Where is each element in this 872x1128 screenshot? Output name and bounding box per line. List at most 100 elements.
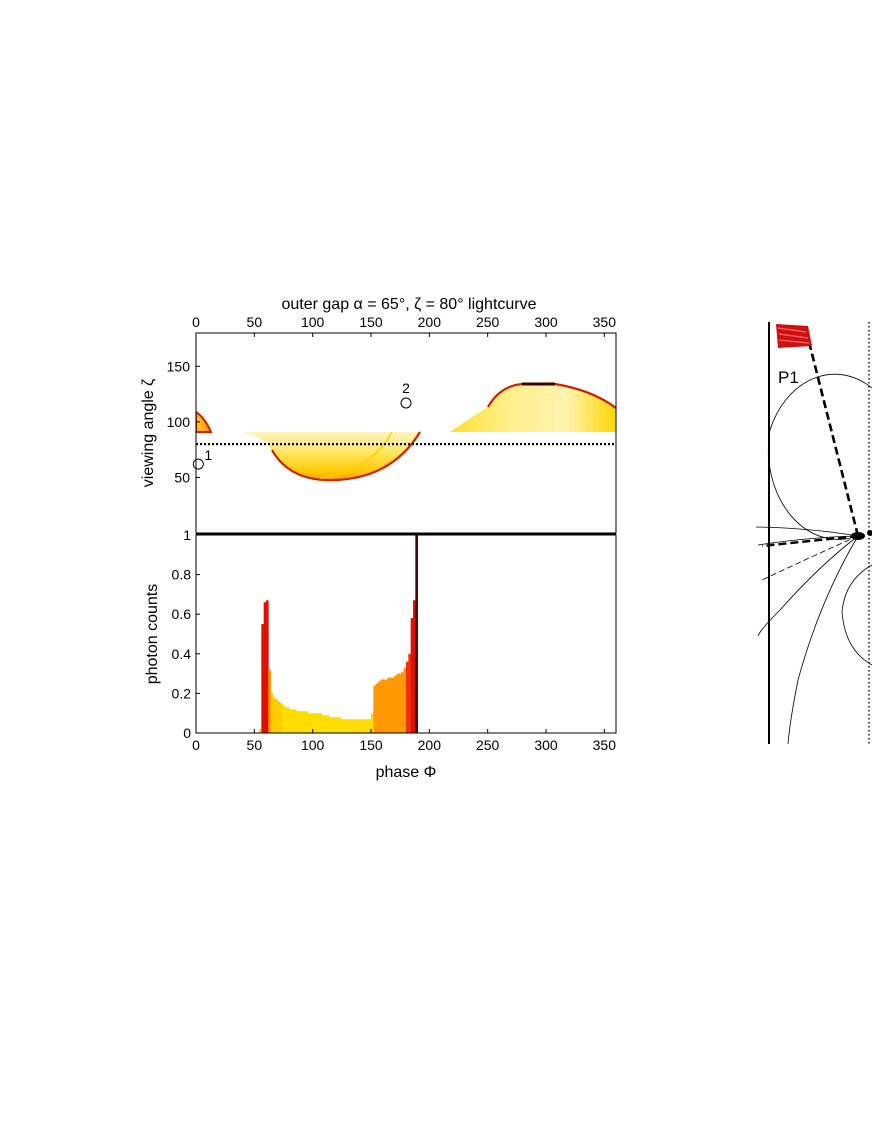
bar-50	[375, 683, 379, 733]
field-line-5	[787, 535, 859, 745]
gap-line-horizontal	[761, 534, 859, 548]
bar-63	[406, 661, 409, 733]
bar-67	[415, 535, 418, 733]
bar-24	[315, 713, 318, 733]
lightcurve-panel: 0 50 100 150 200 250 300 350 0 0.2 0.4 0.6 0.8 1 phot…	[144, 527, 617, 781]
lightcurve-ytick-label-1: 0.2	[172, 685, 192, 701]
skymap-ytick-label-2: 150	[167, 358, 191, 374]
marker-circle-2	[400, 397, 412, 409]
emission-patch-p1-texture	[777, 327, 810, 344]
bar-15	[294, 709, 297, 733]
skymap-xtick-label-0: 0	[192, 314, 200, 330]
bar-25	[317, 713, 320, 733]
bar-66	[413, 600, 416, 733]
bar-17	[298, 711, 302, 733]
field-loop-upper	[768, 373, 872, 540]
marker-circle-1	[192, 458, 204, 470]
skymap-xtick-label-2: 100	[301, 314, 325, 330]
bar-40	[352, 719, 355, 733]
bar-28	[324, 715, 327, 733]
label-p1: P1	[778, 368, 799, 387]
lightcurve-xtick-label-1: 50	[247, 737, 263, 753]
bar-23	[312, 713, 316, 733]
lightcurve-ytick-label-4: 0.8	[172, 567, 192, 583]
bar-48	[371, 713, 374, 733]
field-loop-lower	[841, 564, 872, 666]
bar-54	[385, 679, 388, 733]
lightcurve-xtick-label-2: 100	[301, 737, 325, 753]
skymap-panel: outer gap α = 65°, ζ = 80° lightcurve 0 5…	[140, 296, 617, 534]
bar-14	[291, 709, 295, 733]
skymap-xtick-label-5: 250	[476, 314, 500, 330]
skymap-ytick-label-0: 50	[174, 469, 190, 485]
lightcurve-xtick-label-5: 250	[476, 737, 500, 753]
lightcurve-ytick-label-3: 0.6	[172, 606, 192, 622]
bar-3	[266, 600, 269, 733]
gap-line-slanted	[804, 329, 860, 537]
bar-4	[268, 669, 271, 733]
magnetosphere-diagram: P1	[755, 322, 872, 745]
marker-label-2: 2	[402, 380, 410, 396]
bar-51	[378, 681, 381, 733]
bar-9	[280, 703, 283, 733]
bar-5	[270, 693, 274, 733]
bar-0	[259, 729, 262, 733]
lightcurve-xlabel: phase Φ	[376, 764, 437, 781]
bar-46	[366, 719, 369, 733]
field-line-1	[757, 535, 859, 637]
field-line-2	[761, 535, 859, 581]
bar-62	[403, 667, 407, 733]
bar-38	[347, 719, 351, 733]
bar-13	[289, 709, 292, 733]
emission-regions	[196, 382, 616, 482]
bar-41	[354, 719, 358, 733]
markers: 12	[192, 380, 412, 470]
bar-34	[338, 717, 341, 733]
lightcurve-ytick-label-5: 1	[183, 527, 191, 543]
bar-20	[305, 711, 309, 733]
bar-64	[408, 653, 411, 733]
bar-12	[287, 707, 290, 733]
bar-65	[410, 618, 414, 733]
bar-45	[364, 719, 367, 733]
bar-44	[361, 719, 365, 733]
lightcurve-xtick-label-4: 200	[418, 737, 442, 753]
lightcurve-xtick-label-6: 300	[534, 737, 558, 753]
bar-26	[319, 713, 323, 733]
bar-37	[345, 719, 348, 733]
bar-49	[373, 685, 376, 733]
skymap-xtick-label-7: 350	[593, 314, 617, 330]
lightcurve-ytick-label-0: 0	[183, 725, 191, 741]
bar-27	[322, 715, 325, 733]
marker-label-1: 1	[204, 447, 212, 463]
neutron-star-marker	[851, 532, 865, 540]
bar-16	[296, 711, 299, 733]
chart-title: outer gap α = 65°, ζ = 80° lightcurve	[281, 296, 536, 313]
bar-1	[261, 624, 264, 733]
lightcurve-xtick-label-3: 150	[359, 737, 383, 753]
lightcurve-ticks: 0 50 100 150 200 250 300 350 0 0.2 0.4 0.6 0.8 1	[172, 527, 617, 753]
bar-7	[275, 699, 278, 733]
bar-30	[329, 717, 332, 733]
bar-2	[263, 602, 267, 733]
emission-region-main-edge	[271, 431, 421, 482]
bar-39	[350, 719, 353, 733]
bar-57	[392, 677, 395, 733]
bar-60	[399, 673, 402, 733]
emission-region-main	[238, 432, 420, 481]
bar-56	[389, 677, 393, 733]
skymap-ytick-label-1: 100	[167, 414, 191, 430]
bar-36	[343, 719, 346, 733]
bar-31	[331, 717, 334, 733]
emission-region-right	[450, 384, 616, 432]
skymap-xtick-label-1: 50	[247, 314, 263, 330]
bar-59	[396, 673, 400, 733]
star-surface-edge	[867, 530, 872, 536]
skymap-xtick-label-6: 300	[534, 314, 558, 330]
bar-32	[333, 717, 337, 733]
bar-52	[380, 679, 383, 733]
field-line-3	[757, 535, 859, 546]
skymap-xtick-label-3: 150	[359, 314, 383, 330]
bar-61	[401, 671, 404, 733]
